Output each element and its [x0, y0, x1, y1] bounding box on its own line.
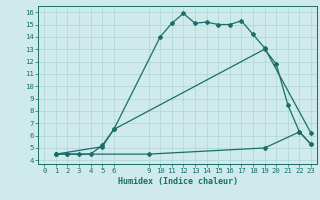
X-axis label: Humidex (Indice chaleur): Humidex (Indice chaleur)	[118, 177, 238, 186]
